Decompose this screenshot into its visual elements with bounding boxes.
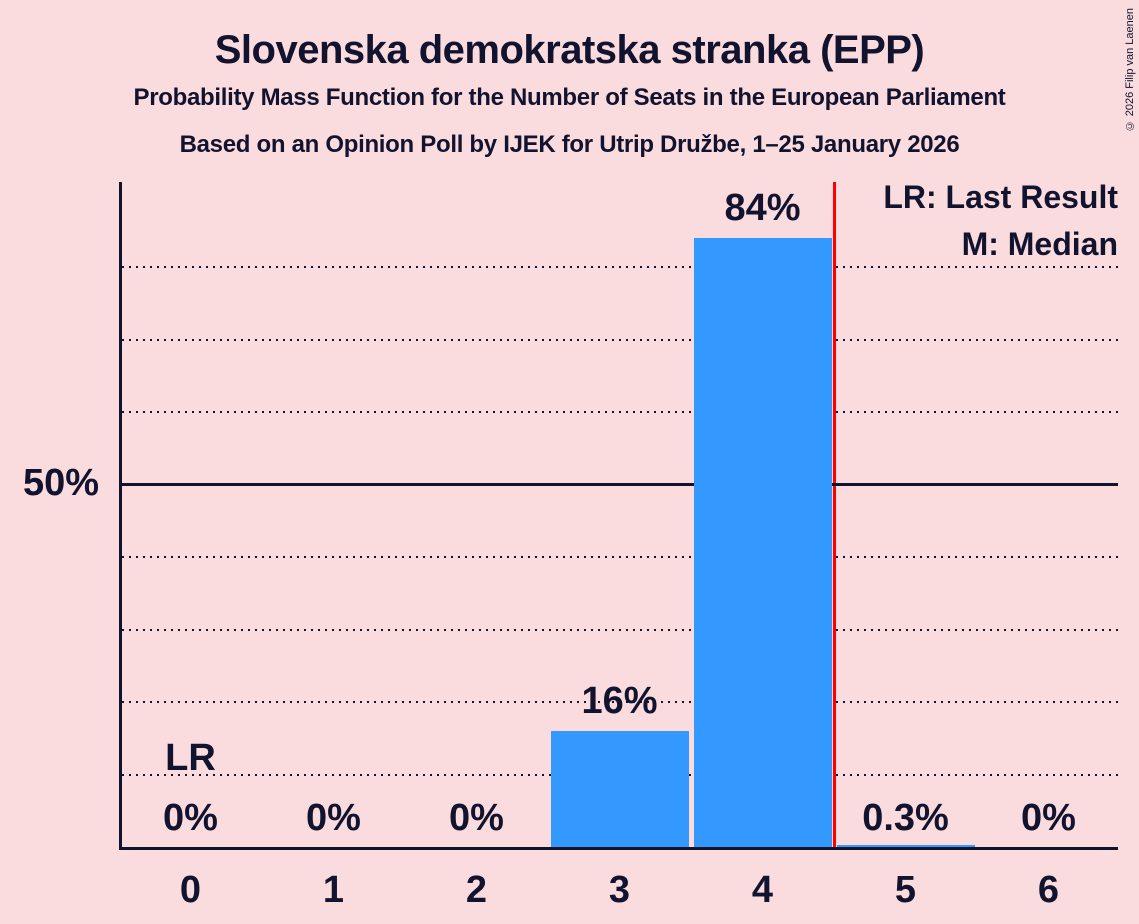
x-axis-tick-label-1: 1 — [322, 869, 345, 911]
gridline-80pct — [122, 266, 1118, 268]
gridline-40pct — [122, 556, 1118, 558]
gridline-solid-50pct — [122, 482, 1118, 486]
gridline-20pct — [122, 701, 1118, 703]
x-axis-tick-label-2: 2 — [465, 869, 488, 911]
value-label-seats-6: 0% — [1021, 797, 1076, 839]
bar-seats-4 — [693, 238, 832, 847]
y-axis-tick-label-50: 50% — [22, 462, 99, 504]
legend: LR: Last Result M: Median — [883, 174, 1118, 268]
last-result-label: LR — [165, 737, 216, 779]
gridline-60pct — [122, 411, 1118, 413]
chart-source-line: Based on an Opinion Poll by IJEK for Utr… — [179, 131, 960, 158]
gridline-30pct — [122, 628, 1118, 631]
value-label-seats-5: 0.3% — [862, 797, 949, 839]
value-label-seats-3: 16% — [581, 680, 658, 722]
value-label-seats-0: 0% — [163, 797, 218, 839]
bar-seats-5 — [836, 844, 975, 847]
copyright-notice: © 2026 Filip van Laenen — [1124, 8, 1136, 132]
value-label-seats-1: 0% — [306, 797, 361, 839]
x-axis-tick-label-3: 3 — [608, 869, 631, 911]
legend-median: M: Median — [961, 226, 1118, 262]
x-axis-tick-label-0: 0 — [179, 869, 202, 911]
chart-subtitle: Probability Mass Function for the Number… — [133, 84, 1006, 111]
legend-last-result: LR: Last Result — [883, 179, 1118, 215]
x-axis-tick-label-4: 4 — [751, 869, 774, 911]
gridline-70pct — [122, 338, 1118, 341]
x-axis-tick-label-5: 5 — [894, 869, 917, 911]
value-label-seats-2: 0% — [449, 797, 504, 839]
value-label-seats-4: 84% — [724, 187, 801, 229]
last-result-line — [832, 182, 836, 847]
bar-seats-3 — [550, 731, 689, 847]
plot-area: LR: Last Result M: Median LR M 0%0%0%16%… — [119, 179, 1118, 850]
x-axis-tick-label-6: 6 — [1037, 869, 1060, 911]
chart-title: Slovenska demokratska stranka (EPP) — [214, 28, 925, 72]
